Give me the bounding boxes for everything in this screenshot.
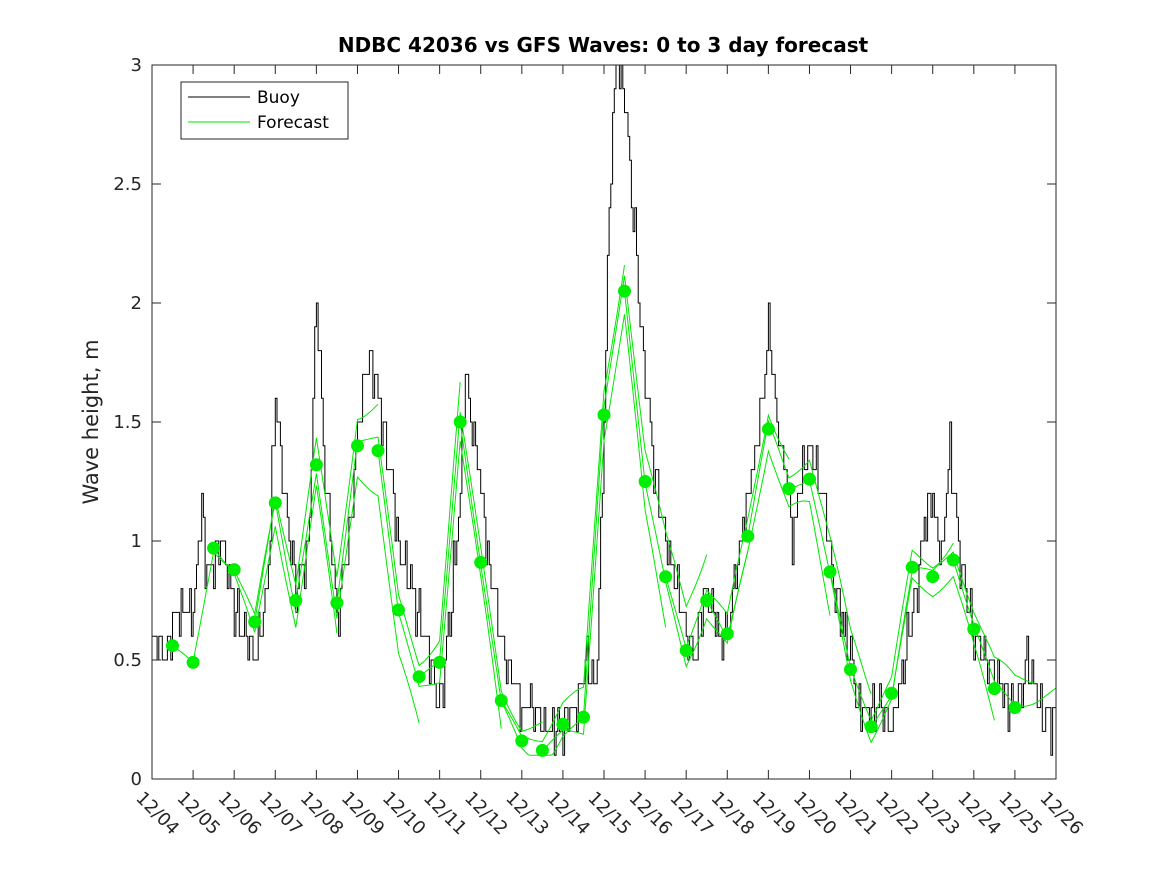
x-tick-label: 12/20 [789, 788, 841, 840]
forecast-marker [207, 541, 221, 555]
forecast-marker [700, 594, 714, 607]
y-axis-label: Wave height, m [79, 339, 103, 504]
forecast-marker [885, 686, 899, 700]
forecast-marker [453, 415, 467, 429]
forecast-marker [227, 563, 241, 577]
legend-buoy-label: Buoy [257, 88, 300, 108]
forecast-run-line [952, 559, 1057, 707]
forecast-marker [864, 720, 878, 734]
y-tick-label: 1 [131, 531, 142, 552]
forecast-marker [186, 655, 200, 669]
x-tick-label: 12/05 [173, 788, 225, 840]
forecast-marker [474, 555, 488, 569]
forecast-marker [515, 734, 529, 748]
forecast-marker [433, 655, 447, 669]
forecast-marker [987, 682, 1001, 696]
forecast-marker [535, 743, 549, 757]
forecast-marker [905, 560, 919, 574]
x-tick-label: 12/25 [994, 788, 1046, 840]
forecast-run-line [747, 419, 872, 695]
legend-forecast-label: Forecast [257, 113, 329, 133]
x-tick-label: 12/18 [707, 788, 759, 840]
x-tick-label: 12/09 [337, 788, 389, 840]
forecast-marker [823, 565, 837, 579]
forecast-marker [720, 627, 734, 641]
forecast-marker [309, 458, 323, 472]
x-tick-label: 12/23 [912, 788, 964, 840]
forecast-marker [371, 444, 385, 458]
forecast-marker [803, 472, 816, 486]
forecast-marker [577, 710, 590, 724]
forecast-marker [289, 594, 303, 607]
x-tick-label: 12/04 [131, 788, 183, 840]
x-tick-label: 12/13 [501, 788, 553, 840]
forecast-run-line [583, 275, 708, 718]
forecast-run-line [295, 473, 420, 724]
legend: Buoy Forecast [180, 81, 349, 140]
forecast-marker [268, 496, 282, 510]
forecast-marker [659, 570, 673, 584]
x-tick-label: 12/10 [378, 788, 430, 840]
chart-title: NDBC 42036 vs GFS Waves: 0 to 3 day fore… [338, 33, 869, 57]
y-tick-label: 3 [131, 55, 142, 76]
forecast-marker [638, 475, 652, 488]
x-tick-label: 12/19 [748, 788, 800, 840]
x-tick-label: 12/26 [1035, 788, 1087, 840]
forecast-marker [412, 670, 426, 684]
y-axis: 0 0.5 1 1.5 2 2.5 3 [113, 55, 1056, 790]
y-tick-label: 2.5 [113, 174, 142, 195]
forecast-marker [494, 694, 508, 707]
x-tick-label: 12/08 [296, 788, 348, 840]
forecast-marker [741, 529, 755, 543]
x-tick-label: 12/06 [214, 788, 266, 840]
forecast-markers [166, 284, 1022, 757]
forecast-marker [1008, 701, 1022, 715]
y-tick-label: 0.5 [113, 650, 142, 671]
forecast-marker [392, 603, 405, 617]
x-tick-label: 12/15 [583, 788, 635, 840]
y-tick-label: 1.5 [113, 412, 142, 433]
forecast-marker [926, 570, 940, 584]
x-tick-label: 12/17 [666, 788, 718, 840]
forecast-marker [679, 644, 693, 657]
x-tick-label: 12/16 [625, 788, 677, 840]
x-tick-label: 12/24 [953, 788, 1005, 840]
forecast-marker [782, 482, 796, 496]
x-tick-label: 12/12 [460, 788, 512, 840]
y-tick-label: 0 [131, 769, 142, 790]
x-tick-label: 12/14 [542, 788, 594, 840]
forecast-marker [166, 639, 179, 653]
forecast-marker [597, 408, 611, 422]
legend-box [180, 81, 349, 140]
x-tick-label: 12/07 [255, 788, 307, 840]
x-tick-label: 12/21 [830, 788, 882, 840]
forecast-marker [556, 717, 570, 731]
forecast-marker [248, 615, 262, 629]
forecast-marker [844, 663, 857, 676]
x-tick-label: 12/22 [871, 788, 923, 840]
y-tick-label: 2 [131, 293, 142, 314]
forecast-marker [330, 596, 344, 610]
forecast-marker [761, 422, 775, 436]
forecast-marker [618, 284, 631, 298]
forecast-marker [967, 622, 981, 636]
x-tick-label: 12/11 [419, 788, 471, 840]
forecast-marker [946, 553, 960, 567]
forecast-marker [351, 439, 364, 453]
